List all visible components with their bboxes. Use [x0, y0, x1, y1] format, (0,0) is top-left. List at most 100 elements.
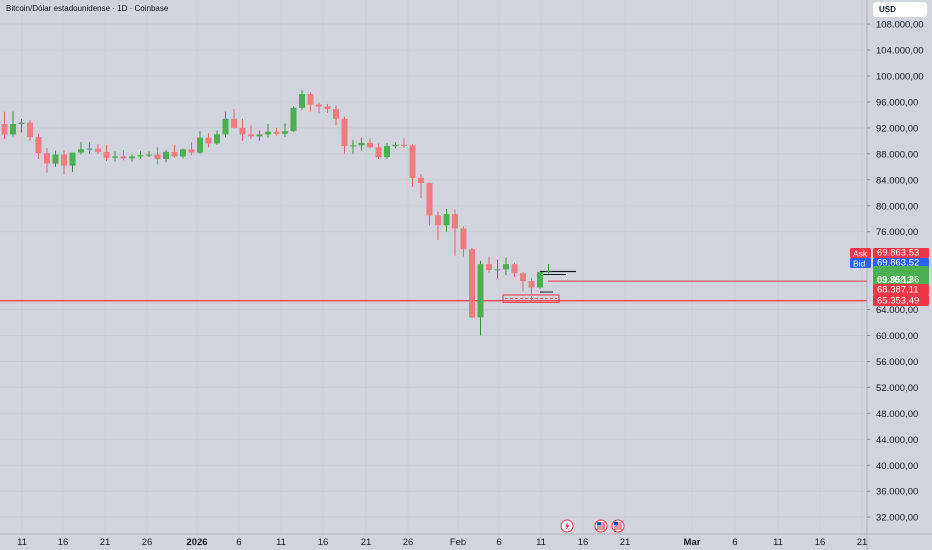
candle-body [171, 151, 178, 157]
us-flag-icon-circle [594, 519, 608, 533]
bid-label-bg [850, 258, 871, 268]
price-tick-label: 60.000,00 [876, 331, 918, 342]
time-tick-label: 6 [732, 537, 737, 548]
candle [273, 127, 280, 136]
candle [180, 148, 186, 159]
candle [120, 149, 127, 161]
line-price-tag-bg [873, 295, 929, 306]
candle [265, 124, 271, 138]
time-tick-label: Feb [450, 537, 466, 548]
candle-body [418, 177, 424, 184]
candle-body [35, 136, 42, 154]
flag-stripe [614, 528, 622, 530]
price-tick-label: 52.000,00 [876, 383, 918, 394]
us-flag-icon-circle [611, 519, 625, 533]
time-tick-label: 21 [361, 537, 372, 548]
lightning-icon[interactable] [560, 519, 574, 533]
bid-label: Bid [853, 259, 866, 269]
price-tick-label: 104.000,00 [876, 46, 924, 57]
candle [341, 116, 348, 154]
candle [35, 133, 42, 160]
ask-price-tag: 69.863,53 [877, 248, 919, 259]
candle-body [112, 156, 118, 158]
candle-body [27, 122, 33, 137]
candle [231, 109, 237, 129]
candle-body [44, 153, 50, 164]
candle [95, 144, 101, 154]
currency-button[interactable]: USD [873, 2, 927, 17]
price-tick-label: 100.000,00 [876, 72, 924, 83]
ask-label-bg [850, 248, 871, 258]
candle [171, 144, 178, 158]
candle [350, 140, 356, 154]
time-tick-label: 16 [578, 537, 589, 548]
candle-body [486, 264, 492, 270]
candle-body [358, 142, 365, 146]
candle-body [494, 269, 501, 271]
us-flag-icon[interactable] [594, 519, 608, 533]
candle-body [324, 106, 331, 110]
candle-body [367, 142, 373, 148]
price-tick-label: 76.000,00 [876, 227, 918, 238]
candle [367, 138, 373, 149]
candle-body [282, 131, 288, 134]
candle-body [384, 146, 390, 158]
candle-body [537, 271, 543, 288]
candle-body [477, 264, 484, 318]
grid-lines [0, 0, 867, 534]
candle [511, 262, 518, 278]
candle [1, 111, 8, 139]
time-tick-label: 26 [403, 537, 414, 548]
event-markers [560, 519, 625, 533]
price-tick-label: 84.000,00 [876, 175, 918, 186]
candle [418, 173, 424, 198]
time-tick-label: 21 [100, 537, 111, 548]
candle-body [205, 137, 212, 144]
price-tick-label: 92.000,00 [876, 123, 918, 134]
candle-body [10, 124, 16, 135]
candle-body [52, 154, 59, 164]
candle [290, 106, 297, 132]
candle-body [341, 118, 348, 147]
us-flag-icon[interactable] [611, 519, 625, 533]
candle-body [503, 264, 509, 270]
candle [486, 256, 492, 273]
candle-body [1, 124, 8, 135]
candle-body [409, 145, 416, 178]
price-tick-label: 96.000,00 [876, 97, 918, 108]
candle [443, 208, 450, 232]
candle-body [18, 122, 25, 125]
candle-body [163, 151, 169, 160]
time-tick-label: 6 [236, 537, 241, 548]
candle-body [214, 134, 220, 144]
candle-body [120, 156, 127, 159]
candle [333, 105, 339, 126]
time-tick-label: 11 [773, 537, 783, 548]
time-tick-label: 16 [58, 537, 69, 548]
candle [469, 247, 475, 318]
candle [528, 277, 535, 301]
time-axis: 11 16 21 26 2026 6 11 16 21 26 Feb 6 11 16 21 Mar 6 11 16 2… [0, 533, 932, 548]
price-tick-label: 56.000,00 [876, 357, 918, 368]
candle [503, 257, 509, 276]
candle-body [392, 144, 399, 147]
ask-price-tag-bg [873, 248, 929, 258]
countdown-label: 03:36:13 [877, 275, 912, 285]
time-tick-label: 11 [536, 537, 546, 548]
candle-body [452, 214, 458, 229]
candle-body [146, 154, 152, 156]
candle [316, 102, 322, 114]
candle [10, 111, 16, 137]
candle-body [180, 149, 186, 157]
candle [435, 211, 441, 241]
candle [307, 92, 314, 112]
candle-body [137, 155, 144, 157]
line-price-tag-bg [873, 284, 929, 295]
candle-body [333, 109, 339, 119]
flag-stripe [597, 528, 605, 530]
candle [112, 151, 118, 162]
candle-body [375, 147, 382, 158]
candle-body [95, 148, 101, 152]
